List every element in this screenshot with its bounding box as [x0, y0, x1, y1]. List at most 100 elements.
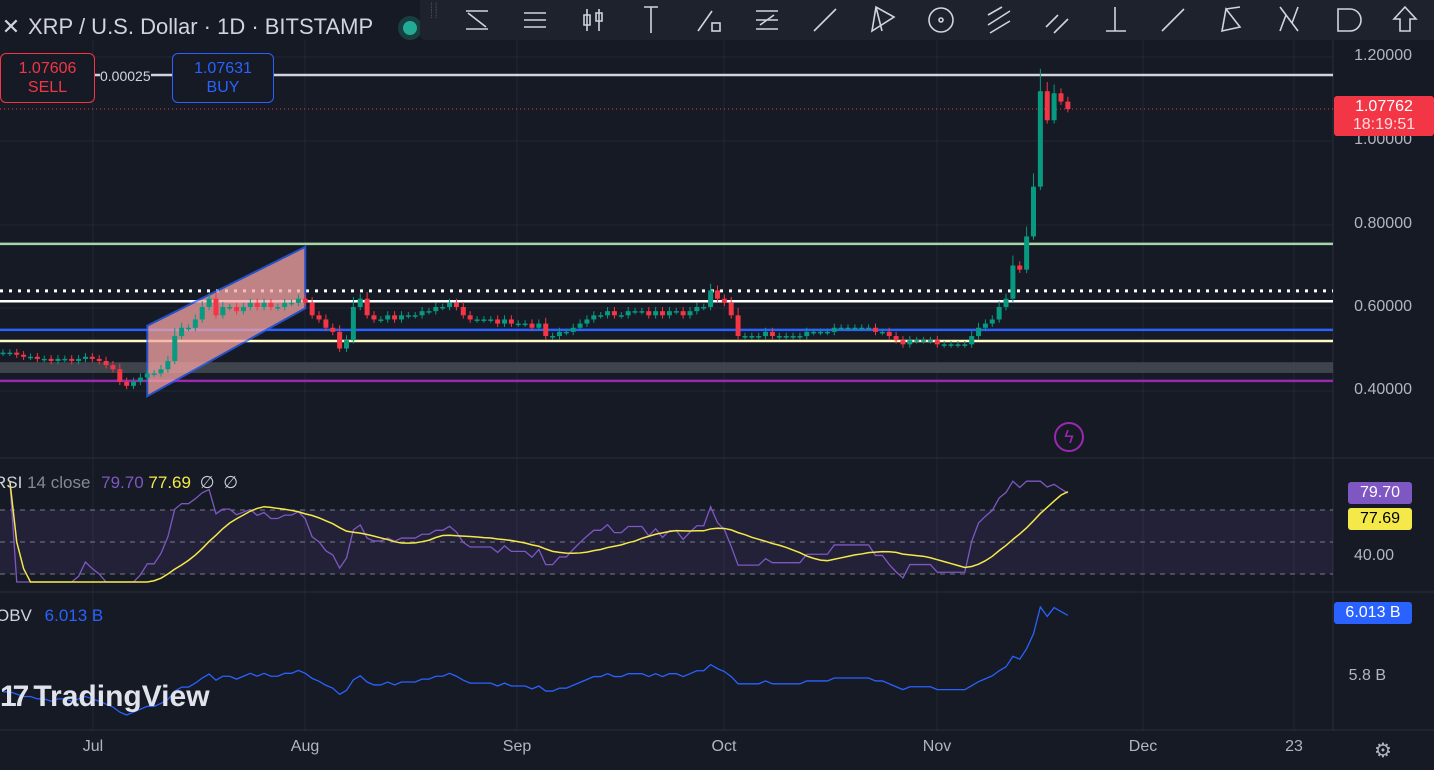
candles-icon[interactable]: [576, 3, 610, 37]
logo-text: TradingView: [33, 680, 210, 713]
rsi-legend[interactable]: RSI 14 close 79.70 77.69 ∅ ∅: [0, 473, 238, 493]
candle: [714, 290, 720, 299]
drawing-toolbar: ⁞⁞ ⁞⁞: [420, 0, 1434, 40]
callout-icon[interactable]: [1330, 3, 1364, 37]
long-position-icon[interactable]: [1098, 3, 1132, 37]
buy-button[interactable]: 1.07631 BUY: [172, 53, 274, 103]
rsi-label: RSI: [0, 473, 23, 492]
price-tick: 0.40000: [1354, 381, 1412, 398]
time-tick: 23: [1285, 738, 1303, 755]
fib-lines-icon[interactable]: [750, 3, 784, 37]
candle: [344, 340, 349, 349]
candle: [1051, 93, 1057, 121]
candle: [385, 315, 391, 320]
candle: [866, 327, 872, 330]
market-status-dot: [403, 21, 417, 35]
candle: [192, 319, 198, 328]
candle: [213, 298, 219, 316]
candle: [103, 360, 109, 366]
trend-line-icon[interactable]: [808, 3, 842, 37]
candle: [474, 319, 480, 321]
ray-box-icon[interactable]: [692, 3, 726, 37]
parallel-lines-icon[interactable]: [518, 3, 552, 37]
candle: [701, 307, 707, 309]
candle: [522, 323, 528, 326]
close-icon[interactable]: ✕: [1, 14, 21, 39]
candle: [982, 323, 988, 328]
candle: [694, 307, 700, 312]
candle: [721, 298, 727, 303]
obv-legend[interactable]: OBV 6.013 B: [0, 606, 103, 626]
triangle-pattern-icon[interactable]: [1214, 3, 1248, 37]
arrow-up-icon[interactable]: [1388, 3, 1422, 37]
sell-button[interactable]: 1.07606 SELL: [0, 53, 95, 103]
candle: [611, 311, 617, 316]
candle: [76, 358, 82, 361]
sell-price: 1.07606: [18, 60, 77, 77]
rsi-ma-value: 77.69: [148, 473, 191, 492]
candle: [818, 331, 824, 334]
candle: [206, 298, 212, 307]
candle: [831, 327, 837, 332]
candle: [179, 327, 185, 337]
candle: [598, 315, 604, 317]
symbol-title[interactable]: XRP / U.S. Dollar · 1D · BITSTAMP: [28, 14, 374, 39]
candle: [907, 340, 913, 345]
candle: [941, 344, 947, 346]
candle: [117, 369, 123, 382]
extended-line-icon[interactable]: [1156, 3, 1190, 37]
candle: [185, 327, 191, 330]
pitchfork-icon[interactable]: [866, 3, 900, 37]
candle: [34, 356, 40, 359]
candle: [804, 331, 810, 337]
candle: [0, 352, 6, 355]
symbol-header: ✕ XRP / U.S. Dollar · 1D · BITSTAMP: [0, 14, 373, 40]
candle: [392, 315, 398, 320]
candle: [893, 336, 899, 341]
candle: [962, 344, 968, 346]
settings-gear-icon[interactable]: ⚙: [1374, 740, 1392, 762]
candle: [227, 307, 233, 309]
lightning-icon[interactable]: ϟ: [1054, 422, 1084, 452]
candle: [646, 311, 652, 316]
candle: [591, 315, 597, 320]
obv-label: OBV: [0, 606, 32, 625]
candle: [1031, 186, 1036, 237]
candle: [948, 344, 954, 346]
candle: [749, 336, 755, 338]
rsi-value-badge: 79.70: [1348, 482, 1412, 504]
time-tick: Sep: [502, 738, 532, 755]
vertical-line-icon[interactable]: [634, 3, 668, 37]
candle: [584, 319, 590, 324]
candle: [900, 340, 906, 345]
candle: [769, 331, 775, 337]
candle: [165, 360, 171, 370]
candle: [632, 311, 638, 313]
abcd-pattern-icon[interactable]: [1272, 3, 1306, 37]
candle: [220, 307, 226, 316]
candle: [550, 336, 556, 338]
parallel-channel-icon[interactable]: [982, 3, 1016, 37]
candle: [89, 356, 95, 359]
circle-icon[interactable]: [924, 3, 958, 37]
candle: [440, 307, 446, 309]
buy-label: BUY: [206, 79, 240, 96]
drag-handle-icon[interactable]: ⁞⁞ ⁞⁞: [430, 2, 440, 21]
candle: [261, 302, 267, 307]
rsi-tick: 40.00: [1353, 547, 1394, 564]
candle: [419, 311, 425, 316]
candle: [927, 340, 933, 342]
time-tick: Oct: [711, 738, 737, 755]
current-price: 1.07762: [1355, 98, 1413, 115]
candle: [756, 336, 762, 338]
candle: [131, 381, 137, 386]
candle: [639, 311, 645, 313]
candle: [254, 302, 260, 307]
candle: [728, 302, 734, 316]
candle: [1017, 265, 1023, 270]
candle: [852, 327, 858, 330]
trend-line-fib-icon[interactable]: [460, 3, 494, 37]
disjoint-channel-icon[interactable]: [1040, 3, 1074, 37]
candle: [708, 290, 714, 307]
